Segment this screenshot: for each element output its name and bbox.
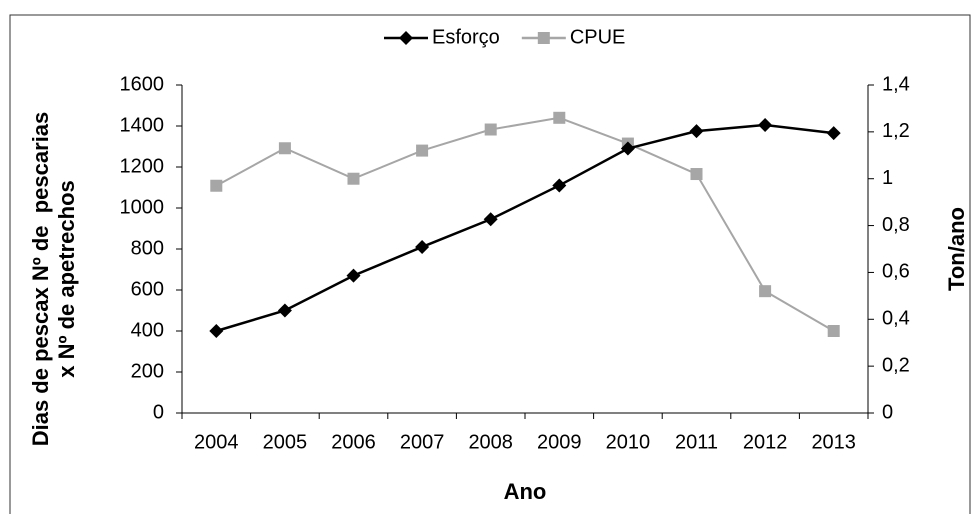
point (689, 124, 704, 139)
x-tick-label: 2009 (537, 431, 582, 453)
point (277, 303, 292, 318)
y-tick-label: 1600 (120, 73, 165, 95)
point (209, 324, 224, 338)
legend-marker (399, 31, 413, 45)
y-tick-label: 400 (131, 319, 164, 341)
x-tick-label: 2011 (675, 431, 718, 453)
point (553, 111, 566, 124)
legend-label: CPUE (570, 26, 626, 48)
chart-frame (9, 14, 971, 514)
x-axis-title: Ano (504, 479, 547, 504)
y-tick-label: 1000 (120, 196, 165, 218)
x-tick-label: 2008 (468, 431, 513, 453)
y2-tick-label: 0 (882, 401, 893, 423)
point (690, 168, 703, 181)
x-tick-label: 2005 (263, 431, 308, 453)
y2-tick-label: 0,6 (882, 261, 910, 283)
y2-tick-label: 0,4 (882, 308, 910, 330)
y2-tick-label: 1,2 (882, 120, 910, 142)
y-tick-label: 800 (131, 237, 164, 259)
y-axis-title: Dias de pescax Nº de pescarias (28, 112, 53, 447)
point (620, 141, 635, 156)
point (484, 123, 497, 136)
point (826, 126, 841, 141)
point (552, 178, 567, 193)
point (483, 212, 498, 227)
y-tick-label: 0 (153, 401, 164, 423)
x-tick-label: 2013 (811, 431, 856, 453)
point (827, 325, 840, 337)
y-axis-title: x Nº de apetrechos (54, 180, 79, 378)
point (278, 142, 291, 155)
x-tick-label: 2012 (743, 431, 788, 453)
point (346, 268, 361, 283)
point (416, 144, 429, 157)
y2-axis-title: Ton/ano (944, 207, 969, 291)
x-tick-label: 2007 (400, 431, 445, 453)
legend-marker (537, 32, 550, 44)
point (210, 179, 223, 192)
y2-tick-label: 0,8 (882, 214, 910, 236)
y-tick-label: 1200 (120, 155, 165, 177)
point (759, 285, 772, 298)
y2-tick-label: 0,2 (882, 354, 910, 376)
point (347, 172, 360, 185)
series-line (215, 123, 834, 333)
x-tick-label: 2010 (606, 431, 651, 453)
y2-tick-label: 1,4 (882, 73, 910, 95)
x-tick-label: 2004 (194, 431, 239, 453)
legend-label: Esforço (432, 26, 500, 48)
point (415, 239, 430, 254)
y-tick-label: 1400 (120, 114, 165, 136)
y-tick-label: 600 (131, 278, 164, 300)
y-tick-label: 200 (131, 360, 164, 382)
series-line (215, 116, 835, 332)
point (758, 117, 773, 132)
y2-tick-label: 1 (882, 167, 893, 189)
x-tick-label: 2006 (331, 431, 376, 453)
